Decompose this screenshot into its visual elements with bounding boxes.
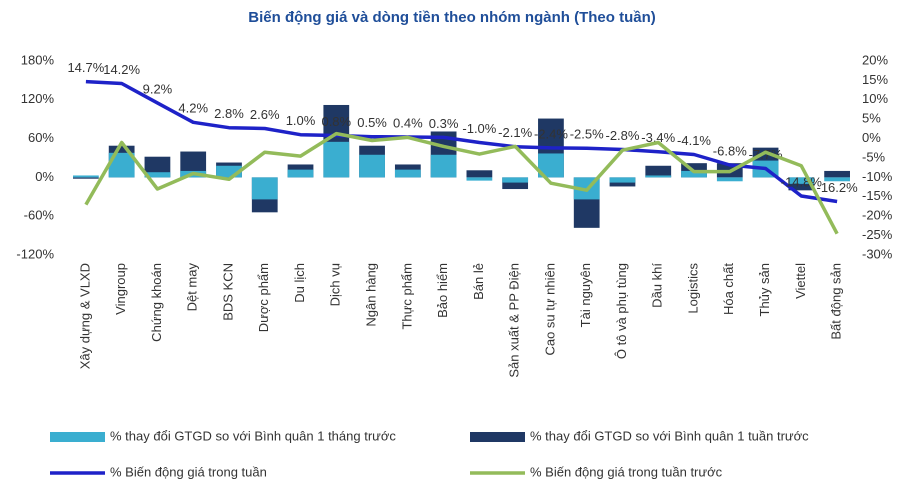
x-tick-label: Bán lẻ (471, 263, 486, 300)
y2-tick-label: -25% (862, 227, 893, 242)
bar (502, 177, 529, 190)
y2-tick-label: -20% (862, 208, 893, 223)
bar (73, 177, 99, 179)
bar (681, 170, 707, 178)
y-tick-label: 0% (35, 169, 54, 184)
data-label: 14.7% (67, 60, 104, 75)
bar (287, 169, 314, 178)
bar (645, 175, 672, 178)
y2-tick-label: 20% (862, 52, 888, 67)
y2-tick-label: 10% (862, 91, 888, 106)
x-tick-label: Vingroup (113, 263, 128, 315)
y-tick-label: -60% (24, 208, 55, 223)
data-label: 14.2% (103, 62, 140, 77)
y2-tick-label: 0% (862, 130, 881, 145)
y2-tick-label: 15% (862, 72, 888, 87)
x-tick-label: Viettel (793, 263, 808, 299)
bar (824, 170, 850, 178)
data-label: 4.2% (178, 101, 208, 116)
bar (144, 172, 171, 178)
data-label: -2.8% (605, 128, 639, 143)
y-tick-label: 60% (28, 130, 54, 145)
line (85, 79, 838, 204)
x-tick-label: Dược phẩm (256, 263, 271, 332)
x-tick-label: Hóa chất (721, 263, 736, 315)
y-tick-label: -120% (16, 246, 54, 261)
bar (788, 177, 815, 184)
bar (216, 165, 242, 178)
x-tick-label: Chứng khoán (149, 263, 164, 342)
data-label: 0.5% (357, 115, 387, 130)
bar (359, 154, 385, 178)
x-tick-label: BDS KCN (220, 263, 235, 321)
x-tick-label: Ô tô và phụ tùng (614, 263, 629, 359)
bar (73, 175, 99, 178)
bar (466, 177, 493, 181)
bar (466, 170, 493, 178)
data-label: 9.2% (143, 81, 173, 96)
legend-label: % thay đổi GTGD so với Bình quân 1 tuần … (530, 428, 809, 443)
data-label: -1.0% (462, 121, 496, 136)
bar (323, 141, 350, 178)
bar (609, 177, 636, 183)
data-label: -2.5% (570, 127, 604, 142)
x-tick-label: Ngân hàng (364, 263, 379, 327)
data-label: -4.1% (677, 133, 711, 148)
x-tick-label: Tài nguyên (578, 263, 593, 327)
x-tick-label: Thực phẩm (399, 263, 414, 330)
data-label: 2.8% (214, 106, 244, 121)
legend-swatch (50, 432, 105, 442)
x-tick-label: Thủy sản (757, 263, 772, 316)
x-tick-label: Dịch vụ (328, 263, 343, 306)
chart-title: Biến động giá và dòng tiền theo nhóm ngà… (248, 9, 655, 26)
bar (144, 156, 171, 178)
data-label: 0.8% (321, 114, 351, 129)
y-tick-label: 120% (21, 91, 55, 106)
bar (716, 177, 743, 182)
data-label: -2.1% (498, 125, 532, 140)
x-tick-label: Bảo hiểm (435, 263, 450, 318)
y2-tick-label: -10% (862, 169, 893, 184)
bar (645, 165, 672, 178)
y2-tick-label: -30% (862, 246, 893, 261)
legend-label: % thay đổi GTGD so với Bình quân 1 tháng… (110, 428, 396, 443)
bar (538, 153, 564, 178)
data-label: 2.6% (250, 107, 280, 122)
x-tick-label: Bất động sản (829, 263, 844, 340)
data-label: -6.8% (713, 143, 747, 158)
data-label: -16.2% (817, 180, 859, 195)
x-tick-label: Logistics (685, 263, 700, 314)
x-tick-label: Xây dựng & VLXD (77, 263, 92, 369)
x-tick-label: Sản xuất & PP Điện (507, 263, 522, 378)
y2-tick-label: -15% (862, 188, 893, 203)
data-label: 0.3% (429, 116, 459, 131)
legend-label: % Biến động giá trong tuần (110, 464, 267, 479)
data-label: -3.4% (641, 130, 675, 145)
bar (251, 177, 278, 200)
line (84, 131, 839, 235)
y2-tick-label: -5% (862, 149, 886, 164)
x-tick-label: Cao su tự nhiên (542, 263, 557, 356)
bar (430, 154, 457, 178)
data-label: 0.4% (393, 115, 423, 130)
x-tick-label: Du lịch (292, 263, 307, 303)
legend-label: % Biến động giá trong tuần trước (530, 464, 723, 479)
bar (394, 169, 421, 178)
y2-tick-label: 5% (862, 111, 881, 126)
data-label: 1.0% (286, 113, 316, 128)
y-tick-label: 180% (21, 52, 55, 67)
x-tick-label: Dệt may (185, 263, 200, 312)
legend-swatch (470, 432, 525, 442)
x-tick-label: Dầu khí (650, 263, 665, 308)
bar (502, 177, 529, 183)
bar (824, 177, 850, 182)
data-label: -2.4% (534, 126, 568, 141)
